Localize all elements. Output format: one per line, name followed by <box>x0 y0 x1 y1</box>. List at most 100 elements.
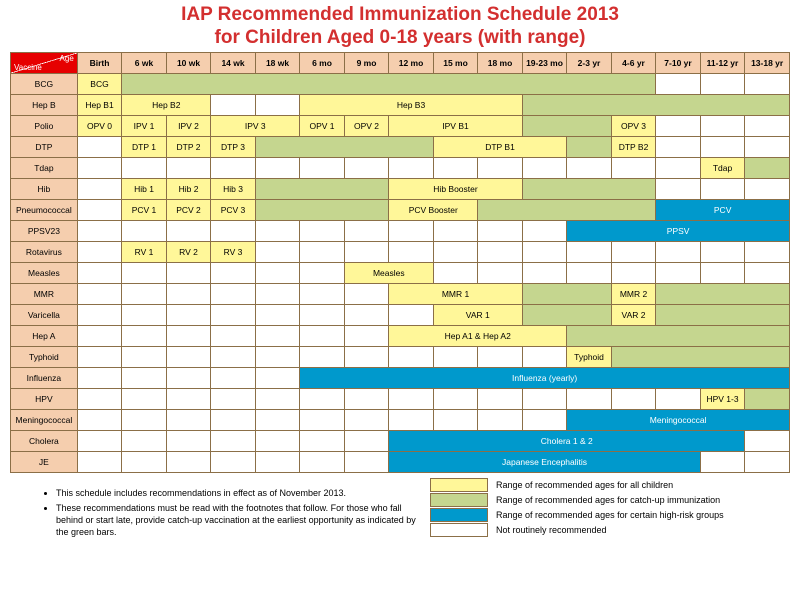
schedule-cell <box>255 178 389 199</box>
legend-item: Not routinely recommended <box>430 523 790 537</box>
schedule-cell <box>122 451 167 472</box>
schedule-cell: DTP B1 <box>433 136 567 157</box>
schedule-cell <box>211 325 256 346</box>
schedule-cell <box>255 241 300 262</box>
vaccine-rowhead: Typhoid <box>11 346 78 367</box>
schedule-cell <box>166 367 211 388</box>
schedule-cell <box>300 304 345 325</box>
schedule-cell <box>522 388 567 409</box>
age-header: 6 wk <box>122 52 167 73</box>
schedule-cell <box>300 283 345 304</box>
age-header: 14 wk <box>211 52 256 73</box>
schedule-cell <box>611 388 656 409</box>
schedule-cell <box>77 241 122 262</box>
schedule-cell <box>300 409 345 430</box>
schedule-cell <box>344 283 389 304</box>
schedule-cell <box>122 283 167 304</box>
schedule-cell <box>656 283 790 304</box>
schedule-cell <box>122 220 167 241</box>
schedule-cell <box>656 241 701 262</box>
schedule-cell <box>522 262 567 283</box>
schedule-cell: PCV <box>656 199 790 220</box>
schedule-cell <box>656 388 701 409</box>
legend-item: Range of recommended ages for all childr… <box>430 478 790 492</box>
legend-swatch <box>430 523 488 537</box>
legend-label: Not routinely recommended <box>496 525 607 535</box>
schedule-cell <box>567 157 612 178</box>
schedule-cell <box>433 409 478 430</box>
table-corner: AgeVaccine <box>11 52 78 73</box>
schedule-cell <box>344 430 389 451</box>
schedule-cell <box>344 409 389 430</box>
schedule-cell <box>77 388 122 409</box>
immunization-table: AgeVaccineBirth6 wk10 wk14 wk18 wk6 mo9 … <box>10 52 790 473</box>
vaccine-rowhead: HPV <box>11 388 78 409</box>
schedule-cell <box>611 157 656 178</box>
schedule-cell <box>522 346 567 367</box>
schedule-cell: Hep B1 <box>77 94 122 115</box>
schedule-cell <box>700 262 745 283</box>
schedule-cell: BCG <box>77 73 122 94</box>
schedule-cell <box>211 304 256 325</box>
schedule-cell <box>255 346 300 367</box>
vaccine-rowhead: Meningococcal <box>11 409 78 430</box>
schedule-cell <box>255 136 433 157</box>
schedule-cell: Measles <box>344 262 433 283</box>
schedule-cell <box>745 241 790 262</box>
schedule-cell: PCV 1 <box>122 199 167 220</box>
schedule-cell: IPV 3 <box>211 115 300 136</box>
schedule-cell <box>300 241 345 262</box>
schedule-cell <box>300 388 345 409</box>
schedule-cell <box>122 367 167 388</box>
schedule-cell <box>77 409 122 430</box>
vaccine-rowhead: MMR <box>11 283 78 304</box>
schedule-cell <box>166 409 211 430</box>
vaccine-rowhead: DTP <box>11 136 78 157</box>
schedule-cell <box>77 178 122 199</box>
schedule-cell <box>700 451 745 472</box>
vaccine-rowhead: BCG <box>11 73 78 94</box>
schedule-cell <box>389 220 434 241</box>
schedule-cell <box>300 220 345 241</box>
schedule-cell <box>255 388 300 409</box>
vaccine-rowhead: PPSV23 <box>11 220 78 241</box>
age-header: 7-10 yr <box>656 52 701 73</box>
schedule-cell: IPV 2 <box>166 115 211 136</box>
vaccine-rowhead: Polio <box>11 115 78 136</box>
schedule-cell <box>745 430 790 451</box>
vaccine-rowhead: Hib <box>11 178 78 199</box>
schedule-cell <box>745 262 790 283</box>
schedule-cell <box>255 367 300 388</box>
schedule-cell <box>77 283 122 304</box>
schedule-cell <box>211 430 256 451</box>
schedule-cell: Tdap <box>700 157 745 178</box>
schedule-cell <box>122 304 167 325</box>
schedule-cell <box>389 304 434 325</box>
schedule-cell <box>122 409 167 430</box>
vaccine-rowhead: JE <box>11 451 78 472</box>
schedule-cell <box>122 157 167 178</box>
vaccine-rowhead: Varicella <box>11 304 78 325</box>
schedule-cell <box>77 262 122 283</box>
schedule-cell: Hep B2 <box>122 94 211 115</box>
schedule-cell <box>255 283 300 304</box>
schedule-cell: Cholera 1 & 2 <box>389 430 745 451</box>
title-line-1: IAP Recommended Immunization Schedule 20… <box>0 4 800 27</box>
schedule-cell: IPV 1 <box>122 115 167 136</box>
schedule-cell <box>433 388 478 409</box>
schedule-cell <box>122 346 167 367</box>
schedule-cell <box>700 241 745 262</box>
schedule-cell: VAR 2 <box>611 304 656 325</box>
schedule-cell <box>656 262 701 283</box>
schedule-cell: OPV 0 <box>77 115 122 136</box>
color-legend: Range of recommended ages for all childr… <box>430 477 790 550</box>
footnote-item: This schedule includes recommendations i… <box>56 488 424 500</box>
schedule-cell <box>166 220 211 241</box>
corner-vaccine: Vaccine <box>14 63 42 72</box>
schedule-cell <box>656 115 701 136</box>
schedule-cell <box>567 241 612 262</box>
schedule-cell <box>478 157 523 178</box>
schedule-cell: IPV B1 <box>389 115 523 136</box>
schedule-cell: DTP B2 <box>611 136 656 157</box>
schedule-cell <box>745 136 790 157</box>
